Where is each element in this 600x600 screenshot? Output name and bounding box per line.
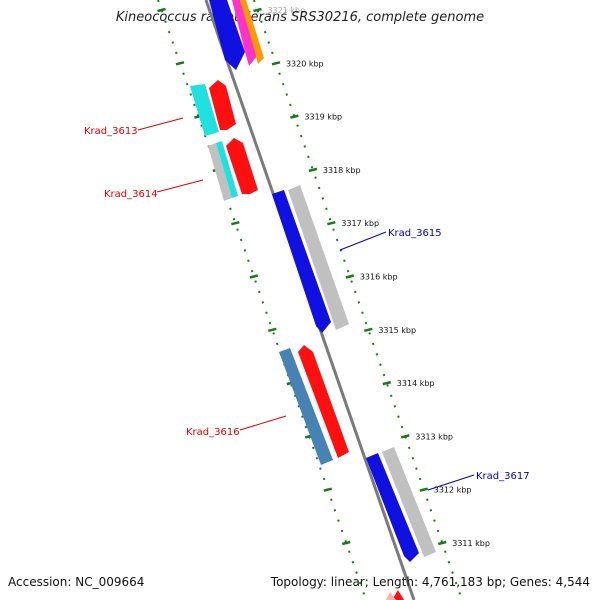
leader-line-krad-3615 [339, 231, 387, 251]
gene-label-krad-3616[interactable]: Krad_3616 [186, 427, 240, 438]
ruler-major-ticks-right [253, 7, 447, 546]
ruler-labels: 3321 kbp 3320 kbp 3319 kbp 3318 kbp 3317 kbp… [267, 6, 489, 548]
ruler-label: 3317 kbp [341, 219, 379, 228]
gene-arrow-red-3614[interactable] [226, 138, 258, 194]
ruler-label: 3314 kbp [397, 379, 435, 388]
ruler-label: 3319 kbp [304, 113, 342, 122]
gene-label-krad-3617[interactable]: Krad_3617 [476, 471, 530, 482]
gene-label-krad-3613[interactable]: Krad_3613 [84, 126, 138, 137]
gene-fragment-bottom-pink[interactable] [386, 592, 396, 600]
ruler-tick [327, 220, 336, 226]
genome-summary: Topology: linear; Length: 4,761,183 bp; … [270, 575, 590, 589]
gene-arrow-orange-top[interactable] [240, 0, 264, 64]
gene-arrow-red-3616[interactable] [298, 345, 349, 458]
gene-arrow-blue-3615[interactable] [272, 190, 331, 333]
ruler-line-left [157, 0, 367, 600]
ruler-tick [157, 7, 166, 13]
ruler-tick [308, 167, 318, 173]
ruler-label: 3315 kbp [378, 326, 416, 335]
gene-arrow-blue-top[interactable] [209, 0, 245, 70]
length-label: Length: [372, 575, 419, 589]
leader-line-krad-3614 [156, 179, 204, 193]
ruler-tick [341, 540, 351, 546]
ruler-tick [290, 114, 299, 119]
gene-block-cyan-3614[interactable] [216, 141, 238, 198]
gene-block-cyan[interactable] [190, 84, 219, 136]
gene-block-gray-3615[interactable] [288, 185, 349, 330]
topology-label: Topology: [270, 575, 327, 589]
genes-label: Genes: [509, 575, 552, 589]
ruler-tick [419, 487, 429, 492]
ruler-label: 3313 kbp [415, 432, 453, 441]
ruler-label: 3312 kbp [434, 486, 472, 495]
leader-line-krad-3613 [137, 117, 184, 131]
ruler-tick [253, 7, 262, 13]
gene-arrow-red-3613[interactable] [209, 80, 236, 130]
ruler-line-right [253, 0, 463, 600]
ruler-label: 3311 kbp [452, 539, 490, 548]
ruler-tick [268, 327, 277, 333]
genome-title: Kineococcus radiotolerans SRS30216, comp… [115, 10, 485, 25]
gene-block-gray-3614[interactable] [208, 143, 232, 201]
ruler-tick [345, 274, 355, 279]
ruler-tick [231, 220, 240, 226]
ruler-tick [249, 274, 259, 279]
gene-label-krad-3615[interactable]: Krad_3615 [388, 228, 442, 239]
topology-value: linear [330, 575, 365, 589]
ruler-label: 3321 kbp [267, 6, 305, 15]
gene-block-gray-3617[interactable] [382, 447, 436, 557]
ruler-major-ticks-left [157, 7, 351, 546]
ruler-label: 3316 kbp [360, 273, 398, 282]
length-value: 4,761,183 bp [421, 575, 502, 589]
accession-value: NC_009664 [75, 575, 145, 589]
ruler-tick [323, 487, 333, 492]
ruler-tick [400, 434, 410, 439]
ruler-label: 3320 kbp [286, 59, 324, 68]
genes-value: 4,544 [555, 575, 590, 589]
leader-line-krad-3617 [427, 474, 475, 491]
accession-info: Accession: NC_009664 [8, 575, 144, 589]
ruler-tick [271, 61, 281, 66]
gene-arrow-magenta-top[interactable] [232, 0, 257, 66]
ruler-label: 3318 kbp [323, 166, 361, 175]
ruler-tick [382, 380, 392, 386]
leader-line-krad-3616 [239, 415, 287, 431]
ruler-tick [175, 61, 185, 66]
accession-label: Accession: [8, 575, 72, 589]
gene-block-steel-3616[interactable] [279, 348, 333, 465]
gene-label-krad-3614[interactable]: Krad_3614 [104, 189, 158, 200]
ruler-tick [437, 540, 447, 546]
gene-fragment-bottom[interactable] [392, 590, 404, 600]
gene-arrow-blue-3617[interactable] [366, 453, 419, 562]
ruler-tick [364, 327, 373, 333]
